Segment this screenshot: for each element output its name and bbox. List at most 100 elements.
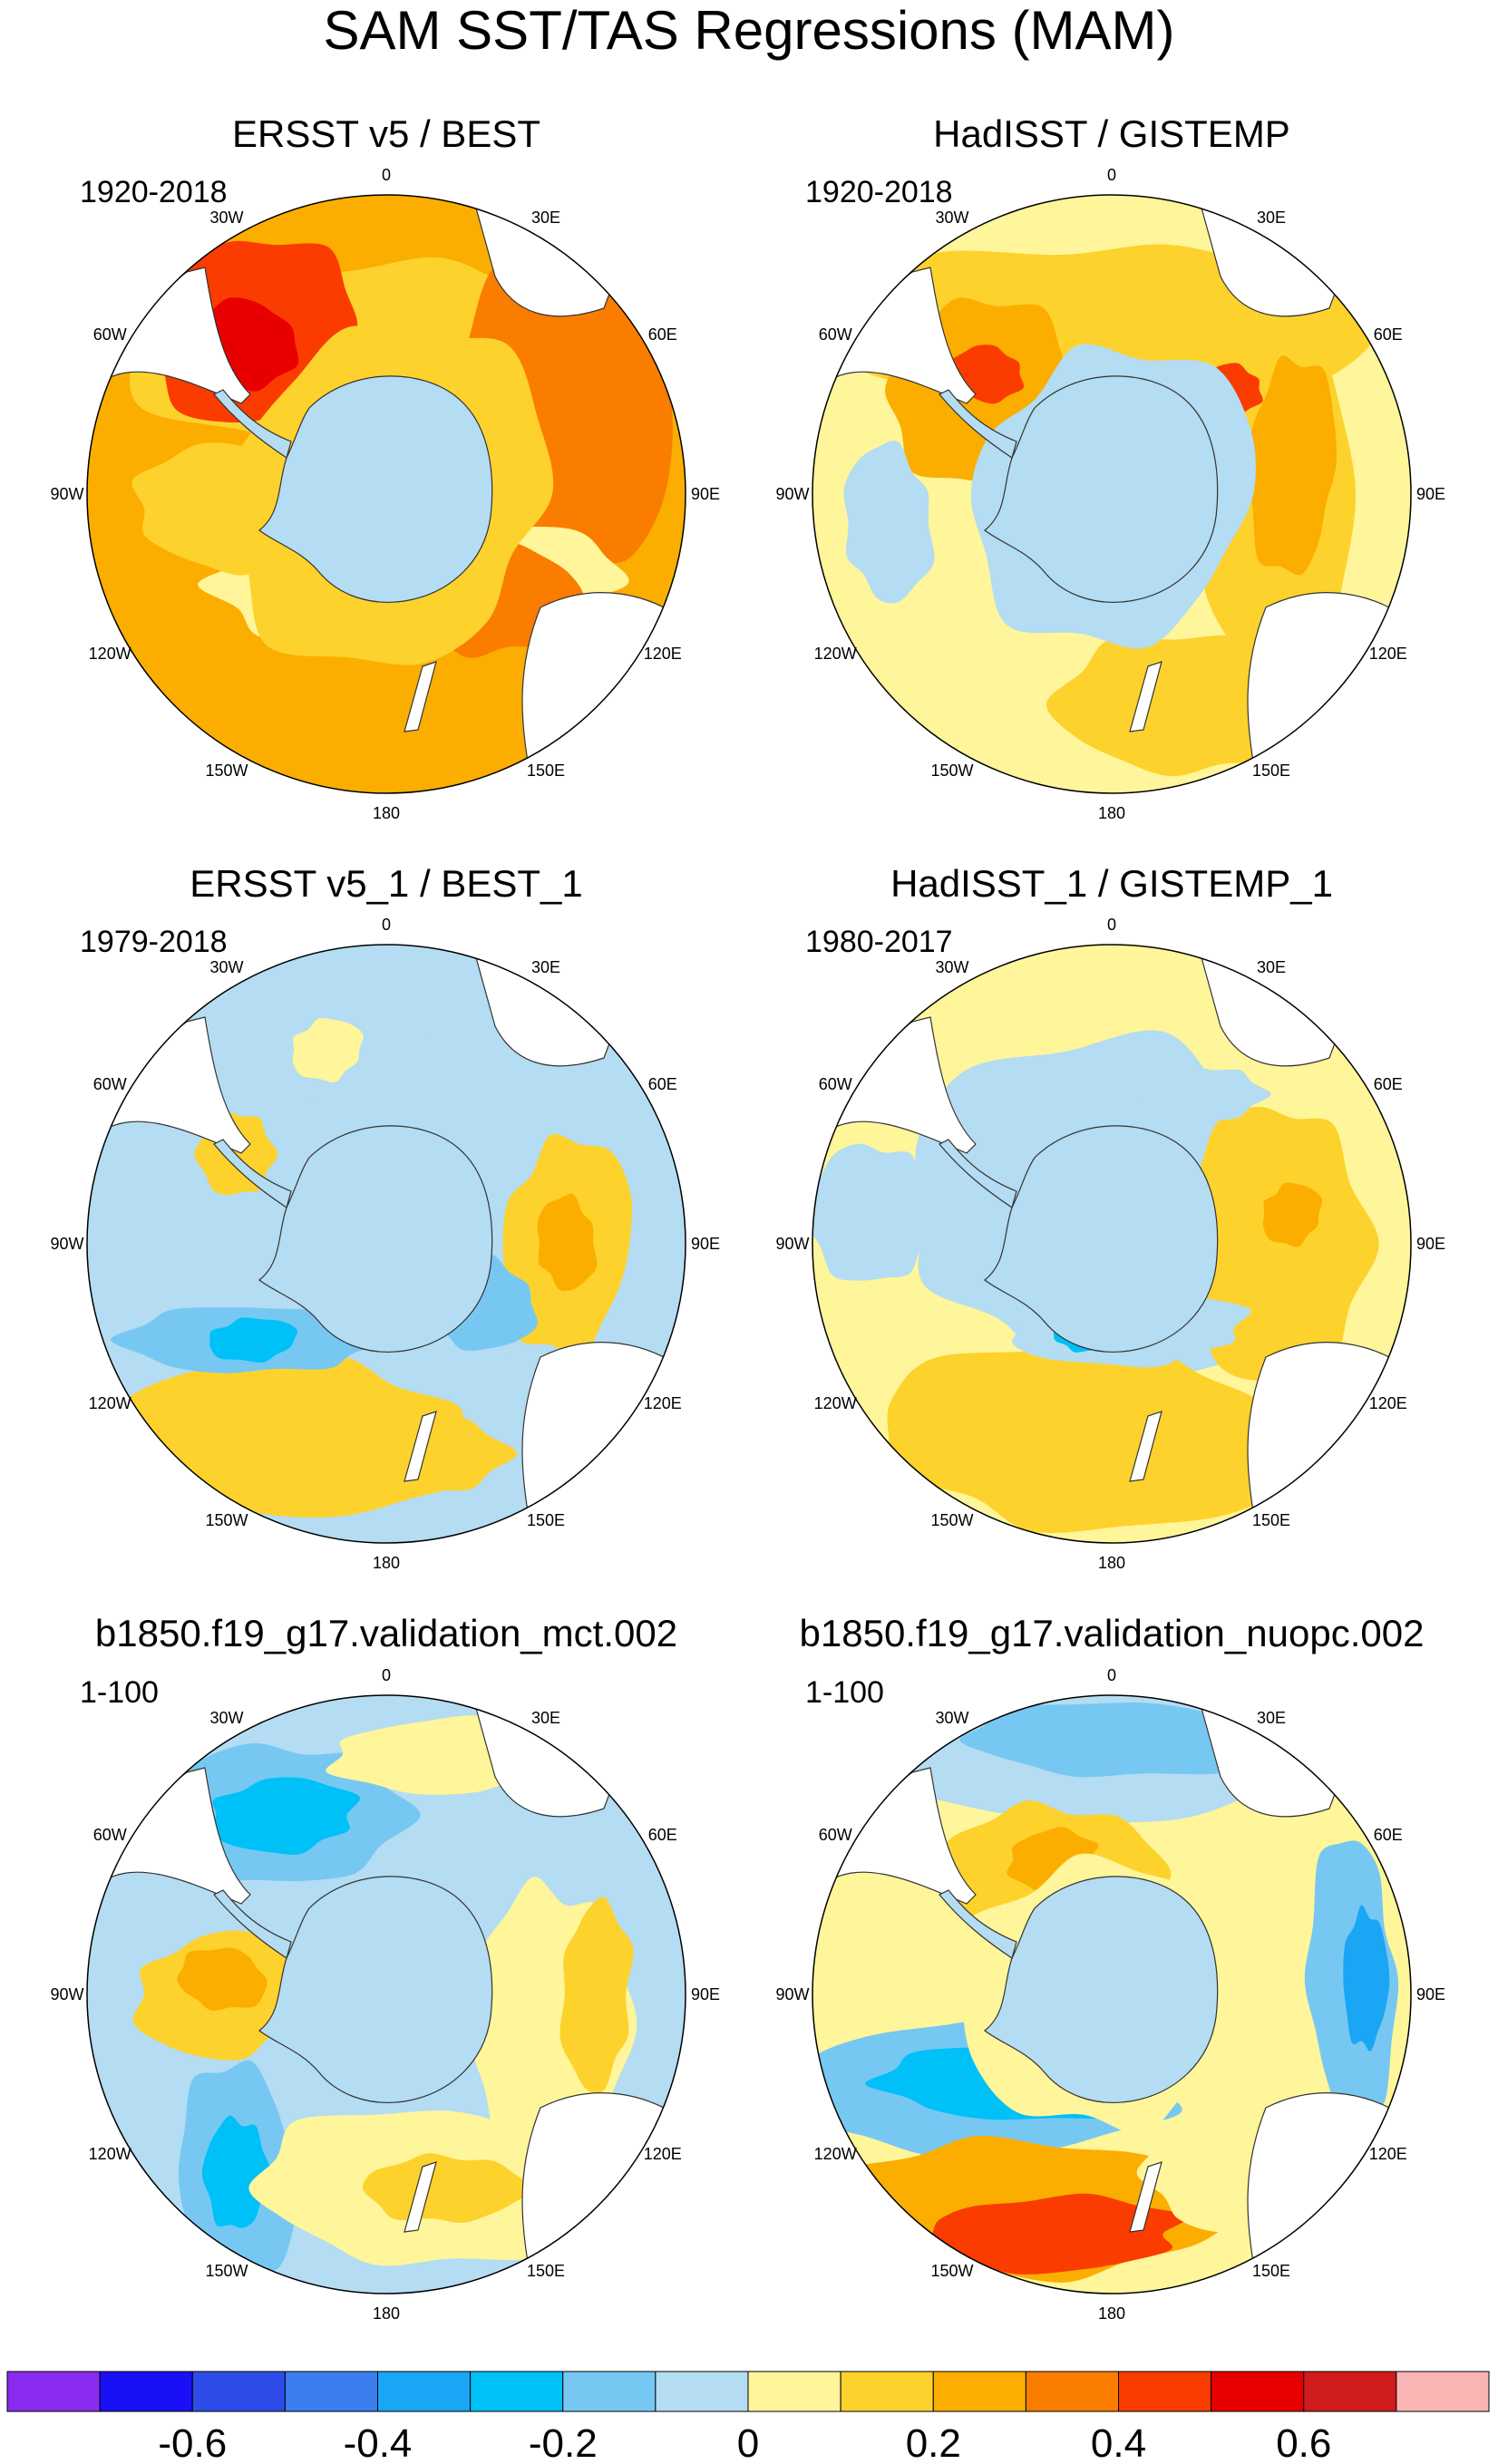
- longitude-label: 150W: [930, 762, 973, 780]
- colorbar-label: 0.2: [906, 2421, 961, 2464]
- longitude-label: 120W: [814, 2145, 857, 2163]
- colorbar-swatch: [1211, 2371, 1305, 2412]
- map-outline: [86, 1694, 686, 2294]
- map-outline: [86, 194, 686, 794]
- panel-title: HadISST_1 / GISTEMP_1: [890, 862, 1333, 905]
- map-outline: [812, 1694, 1412, 2294]
- contour-region: [917, 2193, 1189, 2275]
- colorbar-label: -0.6: [158, 2421, 227, 2464]
- colorbar: -0.6 -0.4 -0.2 0 0.2 0.4 0.6: [6, 2371, 1490, 2464]
- map-panel-4: HadISST_1 / GISTEMP_1 1980-2017 0 30E 60E 90E…: [775, 862, 1445, 1572]
- longitude-label: 30E: [531, 1709, 560, 1727]
- continent: [95, 267, 251, 404]
- longitude-label: 120W: [89, 645, 131, 663]
- longitude-label: 90W: [50, 1985, 83, 2003]
- longitude-label: 90W: [50, 485, 83, 503]
- colorbar-swatch: [655, 2371, 749, 2412]
- longitude-label: 150E: [1252, 2262, 1290, 2280]
- continent: [1247, 592, 1411, 785]
- continent: [821, 267, 977, 404]
- panel-period: 1920-2018: [805, 175, 953, 209]
- continent: [404, 661, 437, 732]
- longitude-label: 30E: [531, 209, 560, 227]
- colorbar-label: 0: [737, 2421, 759, 2464]
- longitude-label: 60W: [93, 325, 127, 344]
- panel-title: b1850.f19_g17.validation_mct.002: [95, 1612, 677, 1654]
- colorbar-swatch: [932, 2371, 1026, 2412]
- continent: [521, 1342, 686, 1535]
- contour-region: [292, 1017, 364, 1083]
- contour-region: [887, 1338, 1295, 1533]
- figure-title: SAM SST/TAS Regressions (MAM): [323, 0, 1174, 61]
- longitude-label: 90E: [1416, 1235, 1445, 1253]
- longitude-label: 60E: [648, 1826, 677, 1844]
- longitude-label: 120E: [1369, 2145, 1407, 2163]
- longitude-label: 90W: [775, 485, 809, 503]
- map-outline: [86, 944, 686, 1544]
- longitude-label: 150W: [205, 2262, 248, 2280]
- antarctica: [213, 1125, 493, 1353]
- longitude-label: 30W: [935, 958, 968, 976]
- longitude-label: 90E: [691, 485, 720, 503]
- longitude-label: 150W: [930, 1511, 973, 1529]
- contour-region: [812, 1143, 942, 1281]
- antarctica: [939, 375, 1219, 603]
- longitude-label: 0: [382, 916, 391, 934]
- contour-region: [1246, 355, 1337, 576]
- continent: [95, 1767, 251, 1905]
- colorbar-swatch: [6, 2371, 101, 2412]
- antarctica: [213, 375, 493, 603]
- longitude-label: 30W: [209, 1709, 243, 1727]
- continent: [1247, 1342, 1411, 1535]
- colorbar-swatch: [470, 2371, 564, 2412]
- longitude-label: 150E: [527, 1511, 565, 1529]
- continent: [821, 1016, 977, 1154]
- map-outline: [812, 944, 1412, 1544]
- colorbar-swatch: [1025, 2371, 1120, 2412]
- colorbar-label: 0.4: [1091, 2421, 1146, 2464]
- continent: [1129, 2161, 1162, 2233]
- longitude-label: 30E: [1257, 958, 1286, 976]
- map-panel-5: b1850.f19_g17.validation_mct.002 1-100 0 30…: [50, 1612, 720, 2323]
- longitude-label: 180: [1098, 2304, 1125, 2323]
- contour-region: [363, 2153, 531, 2223]
- colorbar-swatch: [1303, 2371, 1397, 2412]
- continent: [521, 592, 686, 785]
- longitude-label: 30W: [209, 209, 243, 227]
- longitude-label: 150W: [205, 1511, 248, 1529]
- longitude-label: 150E: [527, 762, 565, 780]
- contour-field: [87, 1695, 686, 2294]
- colorbar-swatch: [562, 2371, 657, 2412]
- colorbar-swatch: [840, 2371, 934, 2412]
- longitude-label: 0: [1107, 1666, 1116, 1684]
- continent: [1129, 661, 1162, 732]
- longitude-label: 0: [382, 166, 391, 184]
- longitude-label: 60W: [819, 325, 852, 344]
- longitude-label: 180: [373, 2304, 400, 2323]
- longitude-label: 120W: [89, 2145, 131, 2163]
- antarctica: [939, 1876, 1219, 2103]
- contour-region: [177, 1947, 268, 2011]
- panel-title: ERSST v5_1 / BEST_1: [190, 862, 582, 905]
- contour-region: [1131, 1065, 1271, 1121]
- colorbar-swatch: [1118, 2371, 1212, 2412]
- colorbar-swatch: [191, 2371, 286, 2412]
- longitude-label: 30W: [935, 209, 968, 227]
- longitude-label: 150E: [1252, 1511, 1290, 1529]
- colorbar-swatch: [377, 2371, 472, 2412]
- longitude-label: 0: [382, 1666, 391, 1684]
- contour-region: [278, 1412, 518, 1497]
- map-panel-3: ERSST v5_1 / BEST_1 1979-2018 0 30E 60E 90E 12…: [50, 862, 720, 1572]
- map-panel-2: HadISST / GISTEMP 1920-2018 0 30E 60E 90E 120E…: [775, 112, 1445, 822]
- longitude-label: 30W: [209, 958, 243, 976]
- longitude-label: 150E: [527, 2262, 565, 2280]
- contour-field: [87, 195, 686, 793]
- longitude-label: 90E: [691, 1985, 720, 2003]
- longitude-label: 120E: [1369, 1394, 1407, 1412]
- contour-field: [812, 1695, 1411, 2294]
- panel-period: 1-100: [80, 1675, 159, 1710]
- continent: [404, 2161, 437, 2233]
- contour-region: [209, 1777, 361, 1855]
- contour-field: [87, 945, 686, 1543]
